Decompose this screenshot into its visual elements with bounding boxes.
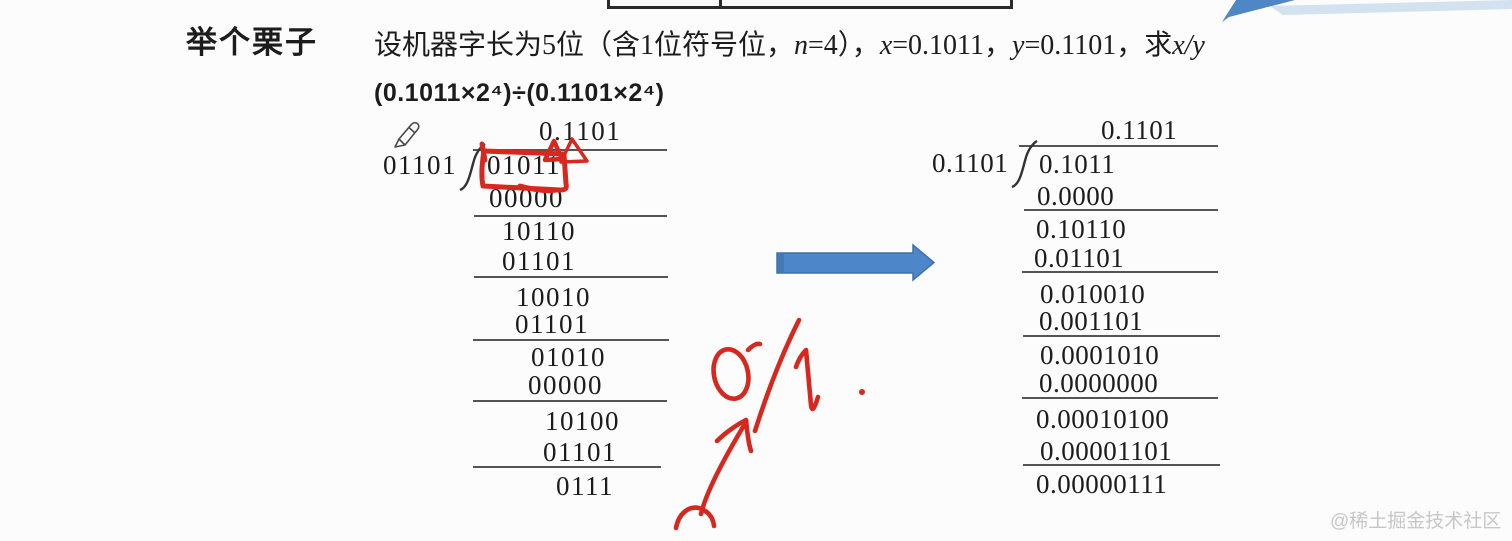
blue-corner-shape bbox=[1222, 0, 1512, 22]
division-line bbox=[1022, 271, 1218, 273]
remainder-row: 0.00010100 bbox=[1036, 404, 1170, 434]
final-remainder: 0.00000111 bbox=[1036, 469, 1168, 499]
right-divisor: 0.1101 bbox=[932, 148, 1009, 178]
remainder-row: 0.001101 bbox=[1039, 306, 1144, 336]
watermark: @稀土掘金技术社区 bbox=[1330, 511, 1502, 532]
remainder-row: 00000 bbox=[528, 370, 603, 400]
remainder-row: 0.0001010 bbox=[1040, 340, 1160, 370]
remainder-row: 0.00001101 bbox=[1040, 436, 1173, 466]
page-title: 举个栗子 bbox=[186, 25, 318, 60]
handwritten-one bbox=[793, 347, 821, 412]
var-xy: x/y bbox=[1172, 30, 1205, 61]
handwritten-zero bbox=[711, 346, 751, 402]
final-remainder: 0111 bbox=[556, 471, 614, 501]
pencil-icon bbox=[394, 121, 420, 148]
handwritten-dot bbox=[859, 389, 865, 395]
division-line bbox=[1024, 209, 1218, 211]
top-box-divider-tick bbox=[719, 0, 722, 9]
remainder-row: 0.0000 bbox=[1037, 181, 1115, 211]
transform-arrow-icon bbox=[776, 243, 936, 282]
var-y: y bbox=[1012, 30, 1025, 61]
division-line bbox=[473, 149, 667, 151]
handwritten-slash bbox=[752, 317, 802, 434]
division-line bbox=[1019, 145, 1218, 147]
division-line bbox=[473, 339, 669, 341]
top-box-left-tick bbox=[607, 0, 610, 9]
red-handwriting-annotation bbox=[673, 317, 865, 531]
top-box-right-tick bbox=[1010, 0, 1013, 9]
division-line bbox=[1022, 397, 1218, 399]
red-dividend-highlight bbox=[479, 137, 589, 194]
remainder-row: 01010 bbox=[531, 342, 606, 372]
remainder-row: 10010 bbox=[516, 282, 591, 312]
right-dividend: 0.1011 bbox=[1039, 149, 1116, 179]
problem-statement: 设机器字长为5位（含1位符号位，n=4），x=0.1011，y=0.1101，求… bbox=[374, 23, 1205, 63]
var-n: n bbox=[794, 30, 809, 61]
remainder-row: 10100 bbox=[545, 406, 620, 436]
division-line bbox=[1023, 464, 1220, 466]
remainder-row: 01101 bbox=[502, 246, 576, 276]
var-x: x bbox=[879, 30, 893, 61]
problem-seg: =0.1011， bbox=[892, 30, 1013, 61]
remainder-row: 0.01101 bbox=[1034, 243, 1125, 273]
division-line bbox=[474, 215, 667, 217]
right-division-bracket bbox=[1011, 139, 1038, 189]
right-quotient: 0.1101 bbox=[1101, 115, 1178, 145]
handwritten-arrow-shaft bbox=[698, 419, 749, 517]
remainder-row: 0.010010 bbox=[1040, 279, 1146, 309]
division-line bbox=[1023, 335, 1220, 337]
problem-seg: =0.1101，求 bbox=[1024, 30, 1173, 61]
top-box-bottom-border bbox=[607, 6, 1013, 9]
division-line bbox=[473, 400, 667, 402]
problem-seg: =4）， bbox=[808, 30, 880, 61]
remainder-row: 10110 bbox=[502, 216, 576, 246]
handwritten-curl bbox=[673, 505, 717, 531]
remainder-row: 01101 bbox=[543, 437, 617, 467]
remainder-row: 0.10110 bbox=[1036, 214, 1127, 244]
division-expression: (0.1011×2⁴)÷(0.1101×2⁴) bbox=[374, 79, 665, 107]
left-divisor: 01101 bbox=[383, 150, 457, 180]
problem-seg: 设机器字长为5位（含1位符号位， bbox=[374, 30, 795, 61]
remainder-row: 0.0000000 bbox=[1039, 368, 1159, 398]
remainder-row: 01101 bbox=[515, 309, 589, 339]
division-line bbox=[474, 276, 668, 278]
division-line bbox=[473, 466, 661, 468]
